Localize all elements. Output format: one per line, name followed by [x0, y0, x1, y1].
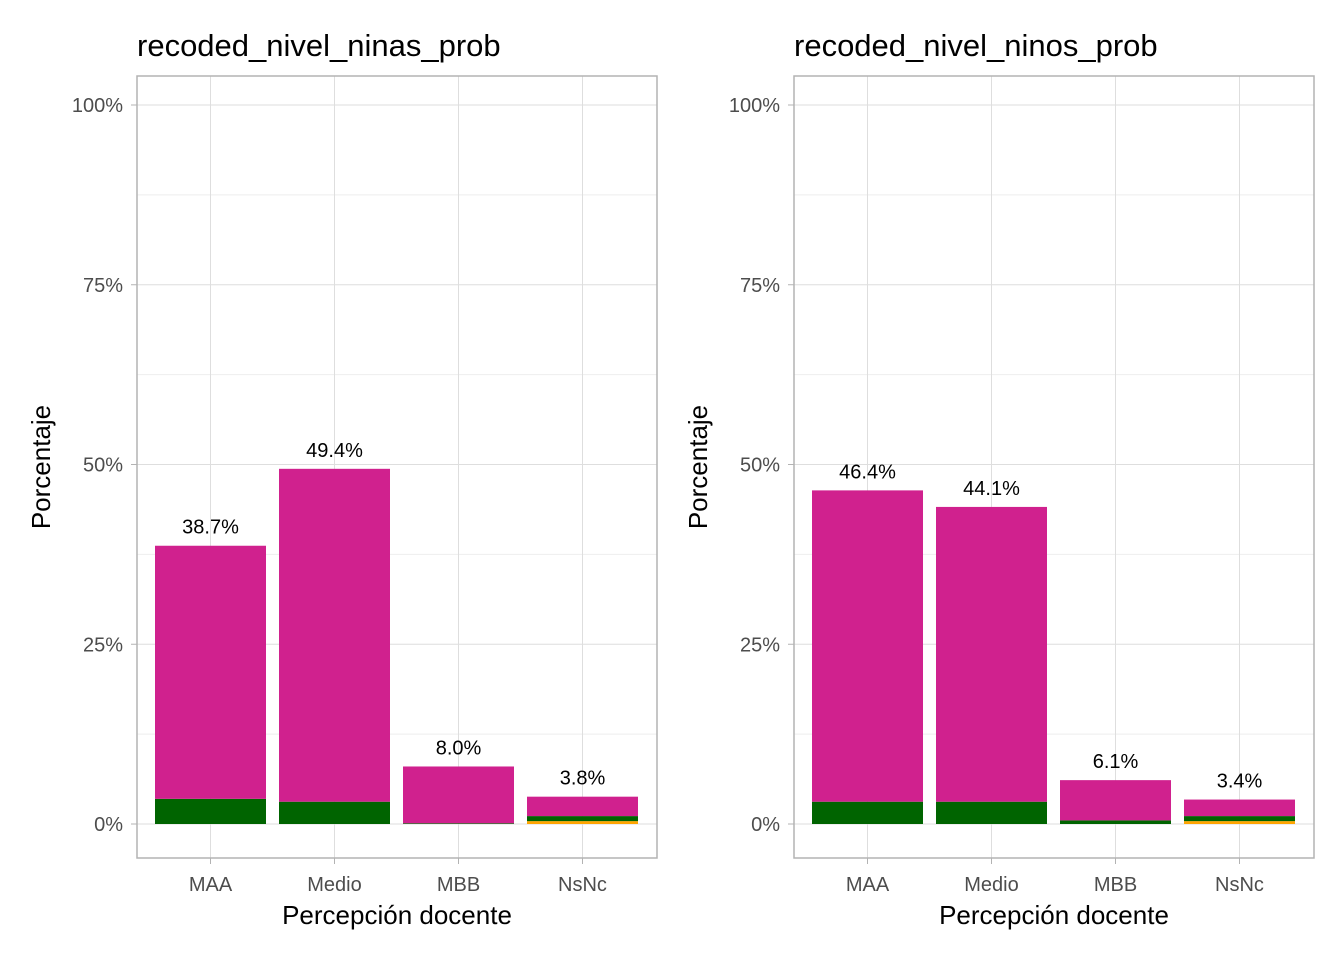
x-tick-label: MBB — [437, 874, 480, 896]
data-label: 49.4% — [306, 440, 363, 462]
data-label: 6.1% — [1093, 751, 1139, 773]
bar-segment — [1184, 821, 1295, 824]
bar-segment — [1184, 816, 1295, 822]
bar-segment — [279, 801, 390, 824]
x-tick-label: MAA — [189, 874, 233, 896]
bar-segment — [403, 766, 514, 824]
panel-ninas: recoded_nivel_ninas_prob 0% 25% 50% 75% 100%… — [26, 28, 658, 930]
bar-segment — [527, 816, 638, 822]
data-label: 3.8% — [560, 768, 606, 790]
x-tick-label: Medio — [307, 874, 361, 896]
data-label: 8.0% — [436, 737, 482, 759]
y-tick-label: 0% — [751, 814, 780, 836]
data-label: 38.7% — [182, 517, 239, 539]
plot-area-ninos: 0% 25% 50% 75% 100% MAA Medio MBB NsNc 46.4% 44.1%… — [729, 75, 1315, 896]
bar-segment — [527, 821, 638, 824]
data-label: 46.4% — [839, 461, 896, 483]
panel-border — [136, 75, 658, 859]
y-tick-label: 50% — [740, 455, 780, 477]
bar-segment — [155, 798, 266, 824]
data-label: 44.1% — [963, 478, 1020, 500]
bar-segment — [403, 823, 514, 824]
x-axis-title-ninos: Percepción docente — [939, 900, 1169, 930]
bar-segment — [1060, 820, 1171, 824]
x-axis-title-ninas: Percepción docente — [282, 900, 512, 930]
data-label: 3.4% — [1217, 771, 1263, 793]
bar-segment — [812, 490, 923, 802]
y-tick-label: 0% — [94, 814, 123, 836]
plot-area-ninas: 0% 25% 50% 75% 100% MAA Medio MBB NsNc 38.7% 49.4%… — [72, 75, 658, 896]
bar-segment — [812, 801, 923, 824]
panel-title-ninos: recoded_nivel_ninos_prob — [794, 28, 1158, 63]
y-tick-label: 75% — [740, 275, 780, 297]
bar-segment — [936, 801, 1047, 824]
x-tick-label: MBB — [1094, 874, 1137, 896]
y-axis-title-ninos: Porcentaje — [683, 405, 713, 529]
panel-ninos: recoded_nivel_ninos_prob 0% 25% 50% 75% 100%… — [683, 28, 1315, 930]
bar-segment — [1184, 799, 1295, 817]
x-tick-label: Medio — [964, 874, 1018, 896]
x-tick-label: NsNc — [558, 874, 607, 896]
bar-segment — [279, 468, 390, 802]
y-axis-title-ninas: Porcentaje — [26, 405, 56, 529]
bar-segment — [155, 545, 266, 799]
bar-segment — [936, 506, 1047, 802]
x-tick-label: NsNc — [1215, 874, 1264, 896]
y-tick-label: 25% — [83, 634, 123, 656]
x-tick-label: MAA — [846, 874, 890, 896]
bar-segment — [527, 796, 638, 817]
y-tick-label: 25% — [740, 634, 780, 656]
panel-border — [793, 75, 1315, 859]
panel-title-ninas: recoded_nivel_ninas_prob — [137, 28, 501, 63]
y-tick-label: 100% — [729, 95, 780, 117]
y-tick-label: 100% — [72, 95, 123, 117]
y-tick-label: 75% — [83, 275, 123, 297]
y-tick-label: 50% — [83, 455, 123, 477]
bar-segment — [1060, 780, 1171, 821]
